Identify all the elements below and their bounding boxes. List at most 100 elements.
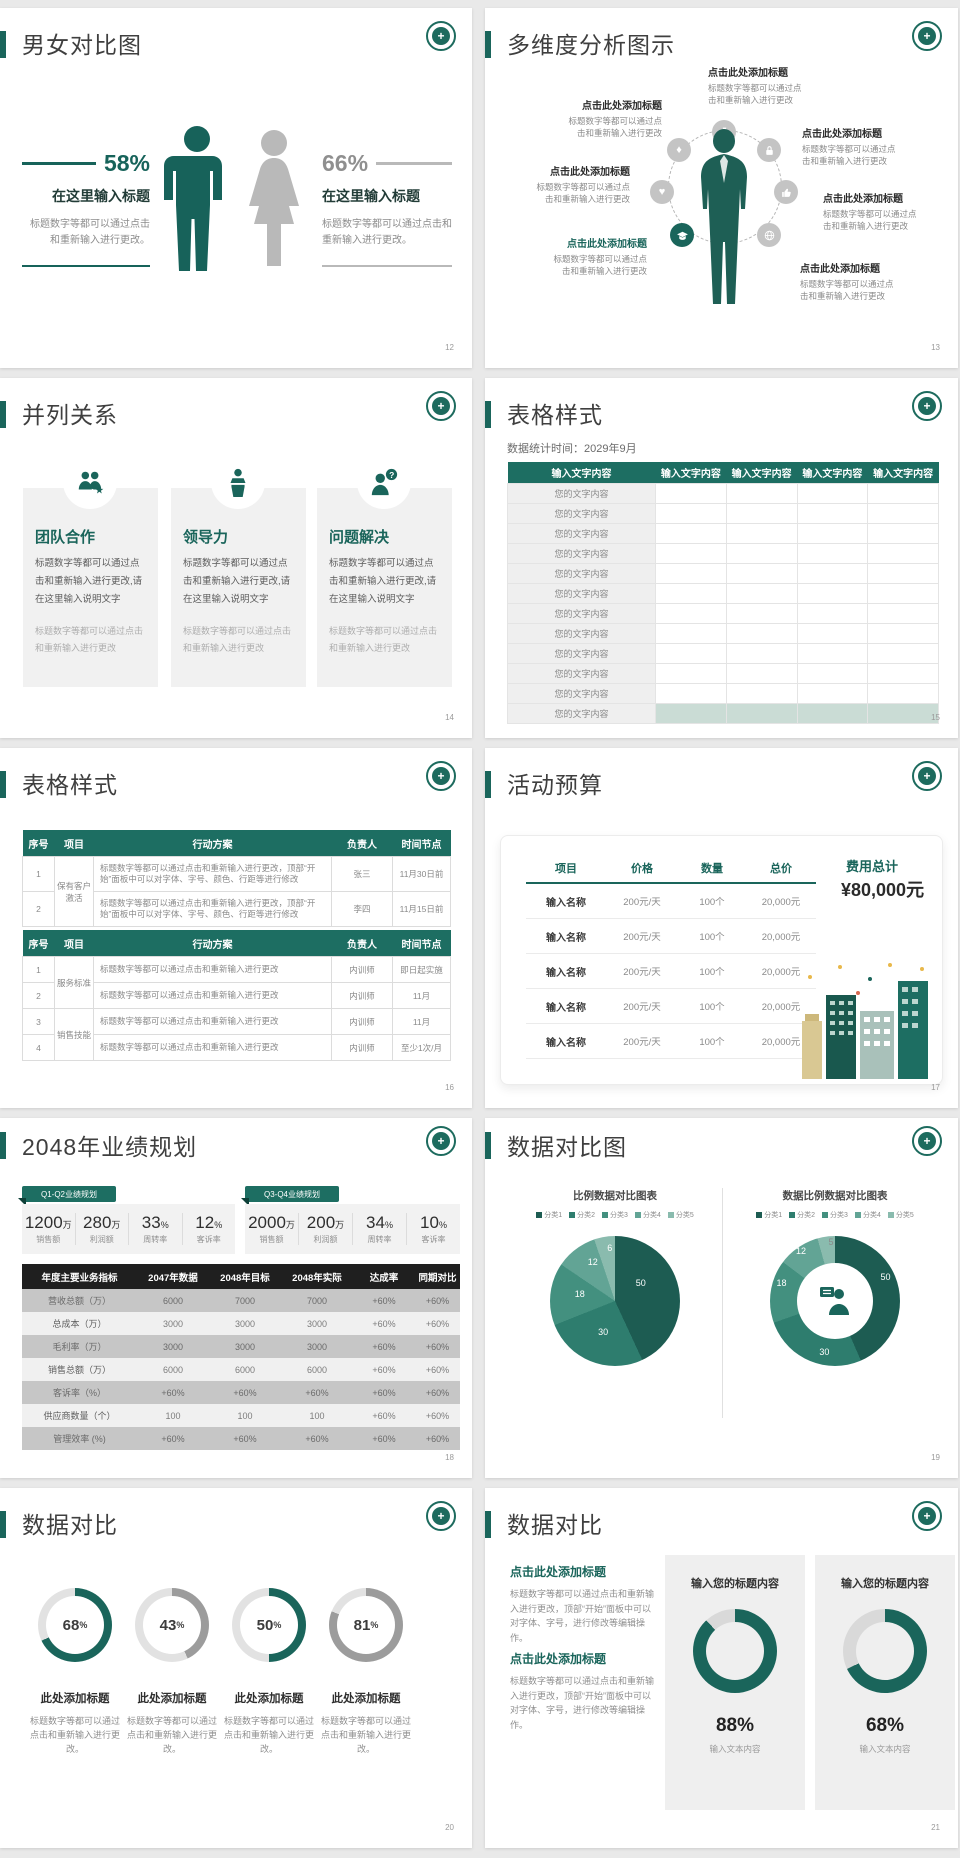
budget-table: 项目 价格 数量 总价 输入名称 200元/天 100个 20,000元 输入名称 200元/… <box>526 854 816 1059</box>
card-heading: 团队合作 <box>35 529 96 546</box>
male-stat-heading: 在这里输入标题 <box>52 188 150 204</box>
table-row: 4 标题数字等都可以通过点击和重新输入进行更改 内训师 至少1次/月 <box>22 1034 451 1061</box>
table-row: 您的文字内容 <box>507 603 939 624</box>
stat-item: 200万 利润额 <box>298 1213 352 1245</box>
annotation-block: 点击此处添加标题 标题数字等都可以通过点 击和重新输入进行更改 <box>568 101 662 138</box>
question-person-icon: ? <box>357 455 411 509</box>
card-footer: 标题数字等都可以通过点击和重新输入进行更改 <box>35 626 144 653</box>
slide-19-data-comparison-charts[interactable]: 数据对比图 + 比例数据对比图表 分类1 分类2 分类3 分类4 分类5 50 … <box>485 1118 958 1478</box>
medical-logo-icon: + <box>426 1501 456 1531</box>
panel-caption: 输入文本内容 <box>859 1744 911 1754</box>
table-row-highlighted: 您的文字内容 <box>507 703 939 724</box>
slide-title: 多维度分析图示 <box>507 32 675 58</box>
gauge-ring: 50% <box>232 1588 306 1662</box>
panel-percentage: 68% <box>865 1715 905 1736</box>
slide-16-table-style[interactable]: 表格样式 + 序号 项目 行动方案 负责人 时间节点 1 保有客户激活 标题数字等都可以… <box>0 748 472 1108</box>
total-cost-value: ¥80,000元 <box>841 880 925 900</box>
diamond-icon: ♦ <box>667 138 691 162</box>
slide-21-data-comparison-panels[interactable]: 数据对比 + 点击此处添加标题 标题数字等都可以通过点击和重新输入进行更改，顶部… <box>485 1488 958 1848</box>
green-heading: 点击此处添加标题 <box>510 1565 607 1579</box>
gauge-body: 标题数字等都可以通过点击和重新输入进行更改。 <box>29 1716 120 1754</box>
lock-icon <box>757 138 781 162</box>
annotation-block: 点击此处添加标题 标题数字等都可以通过点 击和重新输入进行更改 <box>800 264 894 301</box>
annotation-block: 点击此处添加标题 标题数字等都可以通过点 击和重新输入进行更改 <box>708 68 802 105</box>
block-body: 标题数字等都可以通过点击和重新输入进行更改，顶部“开始”面板中可以对字体、字号，… <box>510 1589 655 1643</box>
page-number: 19 <box>931 1453 940 1462</box>
table-row: 2 标题数字等都可以通过点击和重新输入进行更改，顶部“开始”面板中可以对字体、字… <box>22 891 451 927</box>
slide-15-table-style[interactable]: 表格样式 + 数据统计时间：2029年9月 输入文字内容 输入文字内容 输入文字内容… <box>485 378 958 738</box>
gauge-ring: 43% <box>135 1588 209 1662</box>
slide-18-2048-performance-plan[interactable]: 2048年业绩规划 + Q1-Q2业绩规划 Q3-Q4业绩规划 1200万 销售额… <box>0 1118 472 1478</box>
panel-header: 输入您的标题内容 <box>841 1578 929 1590</box>
q1-q2-plan-tag: Q1-Q2业绩规划 <box>18 1186 116 1206</box>
globe-icon <box>757 223 781 247</box>
title-accent-bar <box>0 1132 6 1159</box>
slide-title: 并列关系 <box>22 402 118 428</box>
male-stat-block: 58% 在这里输入标题 标题数字等都可以通过点击和重新输入进行更改。 <box>22 150 150 267</box>
slide-17-activity-budget[interactable]: 活动预算 + 项目 价格 数量 总价 输入名称 200元/天 100个 20,000元 输入… <box>485 748 958 1108</box>
gauge-heading: 此处添加标题 <box>331 1693 401 1705</box>
stat-item: 10% 客诉率 <box>406 1213 460 1245</box>
title-accent-bar <box>485 771 491 798</box>
podium-speaker-icon <box>211 455 265 509</box>
data-period-label: 数据统计时间：2029年9月 <box>507 443 637 455</box>
medical-logo-icon: + <box>912 761 942 791</box>
section-divider <box>722 1188 723 1418</box>
action-plan-table-1: 序号 项目 行动方案 负责人 时间节点 1 保有客户激活 标题数字等都可以通过点击和重新… <box>22 830 451 927</box>
businessman-silhouette <box>695 128 753 313</box>
page-number: 13 <box>931 343 940 352</box>
gauge-item: 50% 此处添加标题 标题数字等都可以通过点击和重新输入进行更改。 <box>221 1588 317 1756</box>
table-header-row: 项目 价格 数量 总价 <box>526 854 816 884</box>
stat-item: 280万 利润额 <box>74 1213 129 1245</box>
stat-panel: 输入您的标题内容 68% 输入文本内容 <box>815 1555 955 1810</box>
title-accent-bar <box>485 401 491 428</box>
q3-q4-plan-tag: Q3-Q4业绩规划 <box>241 1186 339 1206</box>
table-row: 输入名称 200元/天 100个 20,000元 <box>526 883 816 919</box>
card-footer: 标题数字等都可以通过点击和重新输入进行更改 <box>329 626 438 653</box>
table-row: 输入名称 200元/天 100个 20,000元 <box>526 988 816 1024</box>
consultant-icon <box>820 1287 849 1315</box>
table-row: 您的文字内容 <box>507 583 939 604</box>
slide-title: 数据对比图 <box>507 1134 627 1160</box>
table-row: 1 保有客户激活 标题数字等都可以通过点击和重新输入进行更改，顶部“开始”面板中… <box>22 856 451 927</box>
medical-logo-icon: + <box>426 761 456 791</box>
card-body: 标题数字等都可以通过点击和重新输入进行更改,请在这里输入说明文字 <box>183 558 291 605</box>
slide-20-data-comparison-rings[interactable]: 数据对比 + 68% 此处添加标题 标题数字等都可以通过点击和重新输入进行更改。… <box>0 1488 472 1848</box>
feature-card: ★ 团队合作 标题数字等都可以通过点击和重新输入进行更改,请在这里输入说明文字 … <box>23 455 158 687</box>
slide-title: 表格样式 <box>507 402 603 428</box>
stat-item: 34% 周转率 <box>352 1213 406 1245</box>
table-row: 您的文字内容 <box>507 543 939 564</box>
total-cost-label: 费用总计 <box>846 859 899 874</box>
q1-q2-stats-panel: 1200万 销售额 280万 利润额 33% 周转率 12% 客诉率 <box>22 1204 235 1254</box>
slide-preview-grid: 男女对比图 + 58% 在这里输入标题 标题数字等都可以通过点击和重新输入进行更… <box>0 8 960 1858</box>
block-body: 标题数字等都可以通过点击和重新输入进行更改，顶部“开始”面板中可以对字体、字号，… <box>510 1676 655 1730</box>
stat-item: 2000万 销售额 <box>248 1213 295 1244</box>
table-row: 您的文字内容 <box>507 483 939 504</box>
table-row: 供应商数量（个） 100 100 100 +60% +60% <box>22 1404 460 1427</box>
panel-caption: 输入文本内容 <box>709 1744 761 1754</box>
card-heading: 领导力 <box>183 529 229 546</box>
slide-13-multidimensional-analysis[interactable]: 多维度分析图示 + 点击此处添加标题 标题数字等都可以通过点 击和重新输入进行更改… <box>485 8 958 368</box>
title-accent-bar <box>0 401 6 428</box>
stat-item: 1200万 销售额 <box>24 1213 72 1244</box>
medical-logo-icon: + <box>912 1501 942 1531</box>
page-number: 18 <box>445 1453 454 1462</box>
pie-chart-subtitle: 比例数据对比图表 <box>573 1190 657 1202</box>
table-row: 总成本（万） 3000 3000 3000 +60% +60% <box>22 1312 460 1335</box>
page-number: 14 <box>445 713 454 722</box>
title-accent-bar <box>485 31 491 58</box>
male-figure-icon <box>158 126 236 279</box>
panel-percentage: 88% <box>715 1715 755 1736</box>
slide-title: 表格样式 <box>22 772 118 798</box>
data-table: 输入文字内容 输入文字内容 输入文字内容 输入文字内容 输入文字内容 您的文字内容 您的… <box>507 462 939 724</box>
page-number: 16 <box>445 1083 454 1092</box>
slide-14-parallel-relationship[interactable]: 并列关系 + ★ 团队合作 标题数字等都可以通过点击和重新输入进行更改,请在这里… <box>0 378 472 738</box>
table-row: 3 销售技能 标题数字等都可以通过点击和重新输入进行更改 内训师 11月 <box>22 1008 451 1061</box>
slide-title: 数据对比 <box>22 1512 118 1538</box>
slide-12-male-female-comparison[interactable]: 男女对比图 + 58% 在这里输入标题 标题数字等都可以通过点击和重新输入进行更… <box>0 8 472 368</box>
donut-chart-legend: 分类1 分类2 分类3 分类4 分类5 <box>730 1210 940 1220</box>
title-accent-bar <box>0 771 6 798</box>
panel-header: 输入您的标题内容 <box>691 1578 779 1590</box>
female-stat-heading: 在这里输入标题 <box>322 188 420 204</box>
donut-center <box>797 1263 873 1339</box>
